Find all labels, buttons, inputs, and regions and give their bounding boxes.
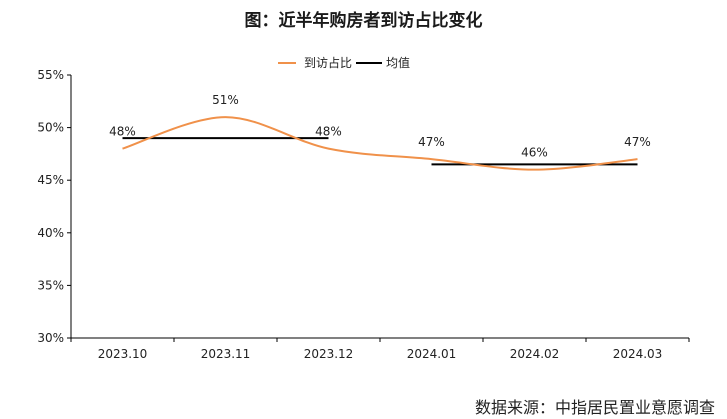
data-label: 47%: [624, 135, 651, 149]
data-label: 48%: [109, 125, 136, 139]
data-label: 51%: [212, 93, 239, 107]
legend-label-series: 到访占比: [304, 55, 352, 70]
data-label: 46%: [521, 146, 548, 160]
series-line: [122, 116, 638, 171]
y-tick-label: 40%: [37, 226, 64, 240]
x-tick-label: 2023.11: [201, 347, 251, 361]
legend-label-mean: 均值: [386, 55, 410, 70]
x-tick-label: 2024.02: [510, 347, 560, 361]
y-tick-label: 45%: [37, 173, 64, 187]
x-tick-label: 2024.01: [407, 347, 457, 361]
y-tick-label: 35%: [37, 278, 64, 292]
x-tick-label: 2023.12: [304, 347, 354, 361]
mean-lines: [122, 137, 638, 166]
y-tick-label: 50%: [37, 121, 64, 135]
x-tick-label: 2024.03: [613, 347, 663, 361]
chart-title: 图：近半年购房者到访占比变化: [244, 11, 483, 31]
y-tick-label: 30%: [37, 331, 64, 345]
data-label: 48%: [315, 125, 342, 139]
axes: 30% 35% 40% 45% 50% 55% 2023.10 2023.11 2023.12 2…: [37, 68, 690, 361]
legend: 到访占比 均值: [278, 55, 410, 70]
x-tick-label: 2023.10: [98, 347, 148, 361]
source-note: 数据来源：中指居民置业意愿调查: [474, 398, 715, 417]
data-labels: 48% 51% 48% 47% 46% 47%: [109, 93, 651, 160]
data-label: 47%: [418, 135, 445, 149]
y-tick-label: 55%: [37, 68, 64, 82]
series: [122, 116, 638, 171]
